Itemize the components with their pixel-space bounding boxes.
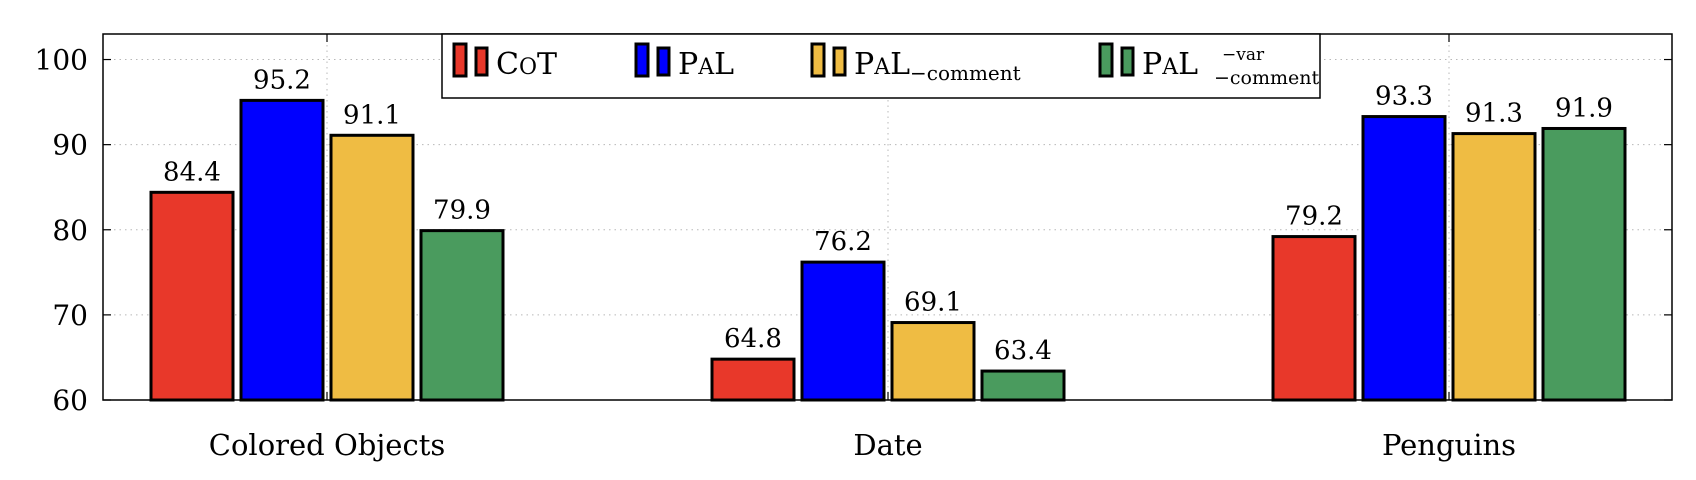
bar-pal-comment-colored-objects <box>329 133 415 402</box>
value-label-pal-comment-colored-objects: 91.1 <box>343 100 401 130</box>
value-label-cot-colored-objects: 84.4 <box>163 157 221 187</box>
legend-swatch-a-pal <box>634 42 650 78</box>
legend-swatch-b-cot <box>474 46 489 77</box>
bar-pal-comment-penguins <box>1451 132 1537 402</box>
bar-pal-colored-objects <box>239 98 325 402</box>
value-label-pal-date: 76.2 <box>814 227 872 257</box>
value-label-pal-var-comment-date: 63.4 <box>994 336 1052 366</box>
legend-swatch-b-pal <box>656 46 671 77</box>
bar-pal-date <box>800 260 886 402</box>
value-label-pal-var-comment-penguins: 91.9 <box>1555 93 1613 123</box>
value-label-pal-comment-date: 69.1 <box>904 288 962 318</box>
legend-swatch-b-pal-comment <box>832 46 847 77</box>
legend-box <box>441 33 1321 99</box>
bars <box>149 98 1627 402</box>
legend-label-pal: PAL <box>678 47 734 82</box>
bar-cot-penguins <box>1271 235 1357 402</box>
bar-cot-date <box>710 357 796 402</box>
legend-label-pal-comment: PAL−comment <box>854 47 1021 85</box>
legend-swatch-b-pal-var-comment <box>1120 46 1135 77</box>
legend: COT PAL PAL−comment PAL −var −comment <box>441 33 1321 99</box>
legend-swatch-a-cot <box>452 42 468 78</box>
value-label-pal-comment-penguins: 91.3 <box>1465 99 1523 129</box>
x-tick-label-date: Date <box>853 428 922 462</box>
value-labels: 84.4 64.8 79.2 95.2 76.2 93.3 91.1 69.1 91.3 79.9… <box>163 65 1613 366</box>
legend-label-pal-var-comment: PAL −var −comment <box>1142 45 1320 89</box>
bar-pal-comment-date <box>890 321 976 402</box>
x-tick-label-penguins: Penguins <box>1382 428 1516 462</box>
bar-pal-var-comment-date <box>980 369 1066 402</box>
legend-swatch-a-pal-var-comment <box>1098 42 1114 78</box>
y-tick-label-70: 70 <box>52 299 88 332</box>
value-label-pal-colored-objects: 95.2 <box>253 65 311 95</box>
y-tick-label-60: 60 <box>52 384 88 417</box>
axes: Colored Objects Date Penguins 60 70 80 90 100 <box>35 34 1672 462</box>
y-tick-label-90: 90 <box>52 129 88 162</box>
y-tick-label-80: 80 <box>52 214 88 247</box>
x-tick-label-colored-objects: Colored Objects <box>209 428 445 462</box>
value-label-cot-penguins: 79.2 <box>1285 202 1343 232</box>
bar-pal-penguins <box>1361 115 1447 402</box>
legend-swatch-a-pal-comment <box>810 42 826 78</box>
bar-cot-colored-objects <box>149 190 235 402</box>
bar-pal-var-comment-colored-objects <box>419 229 505 402</box>
value-label-cot-date: 64.8 <box>724 324 782 354</box>
value-label-pal-penguins: 93.3 <box>1375 82 1433 112</box>
bar-pal-var-comment-penguins <box>1541 126 1627 402</box>
y-tick-label-100: 100 <box>35 44 88 77</box>
value-label-pal-var-comment-colored-objects: 79.9 <box>433 196 491 226</box>
legend-label-cot: COT <box>496 47 557 82</box>
